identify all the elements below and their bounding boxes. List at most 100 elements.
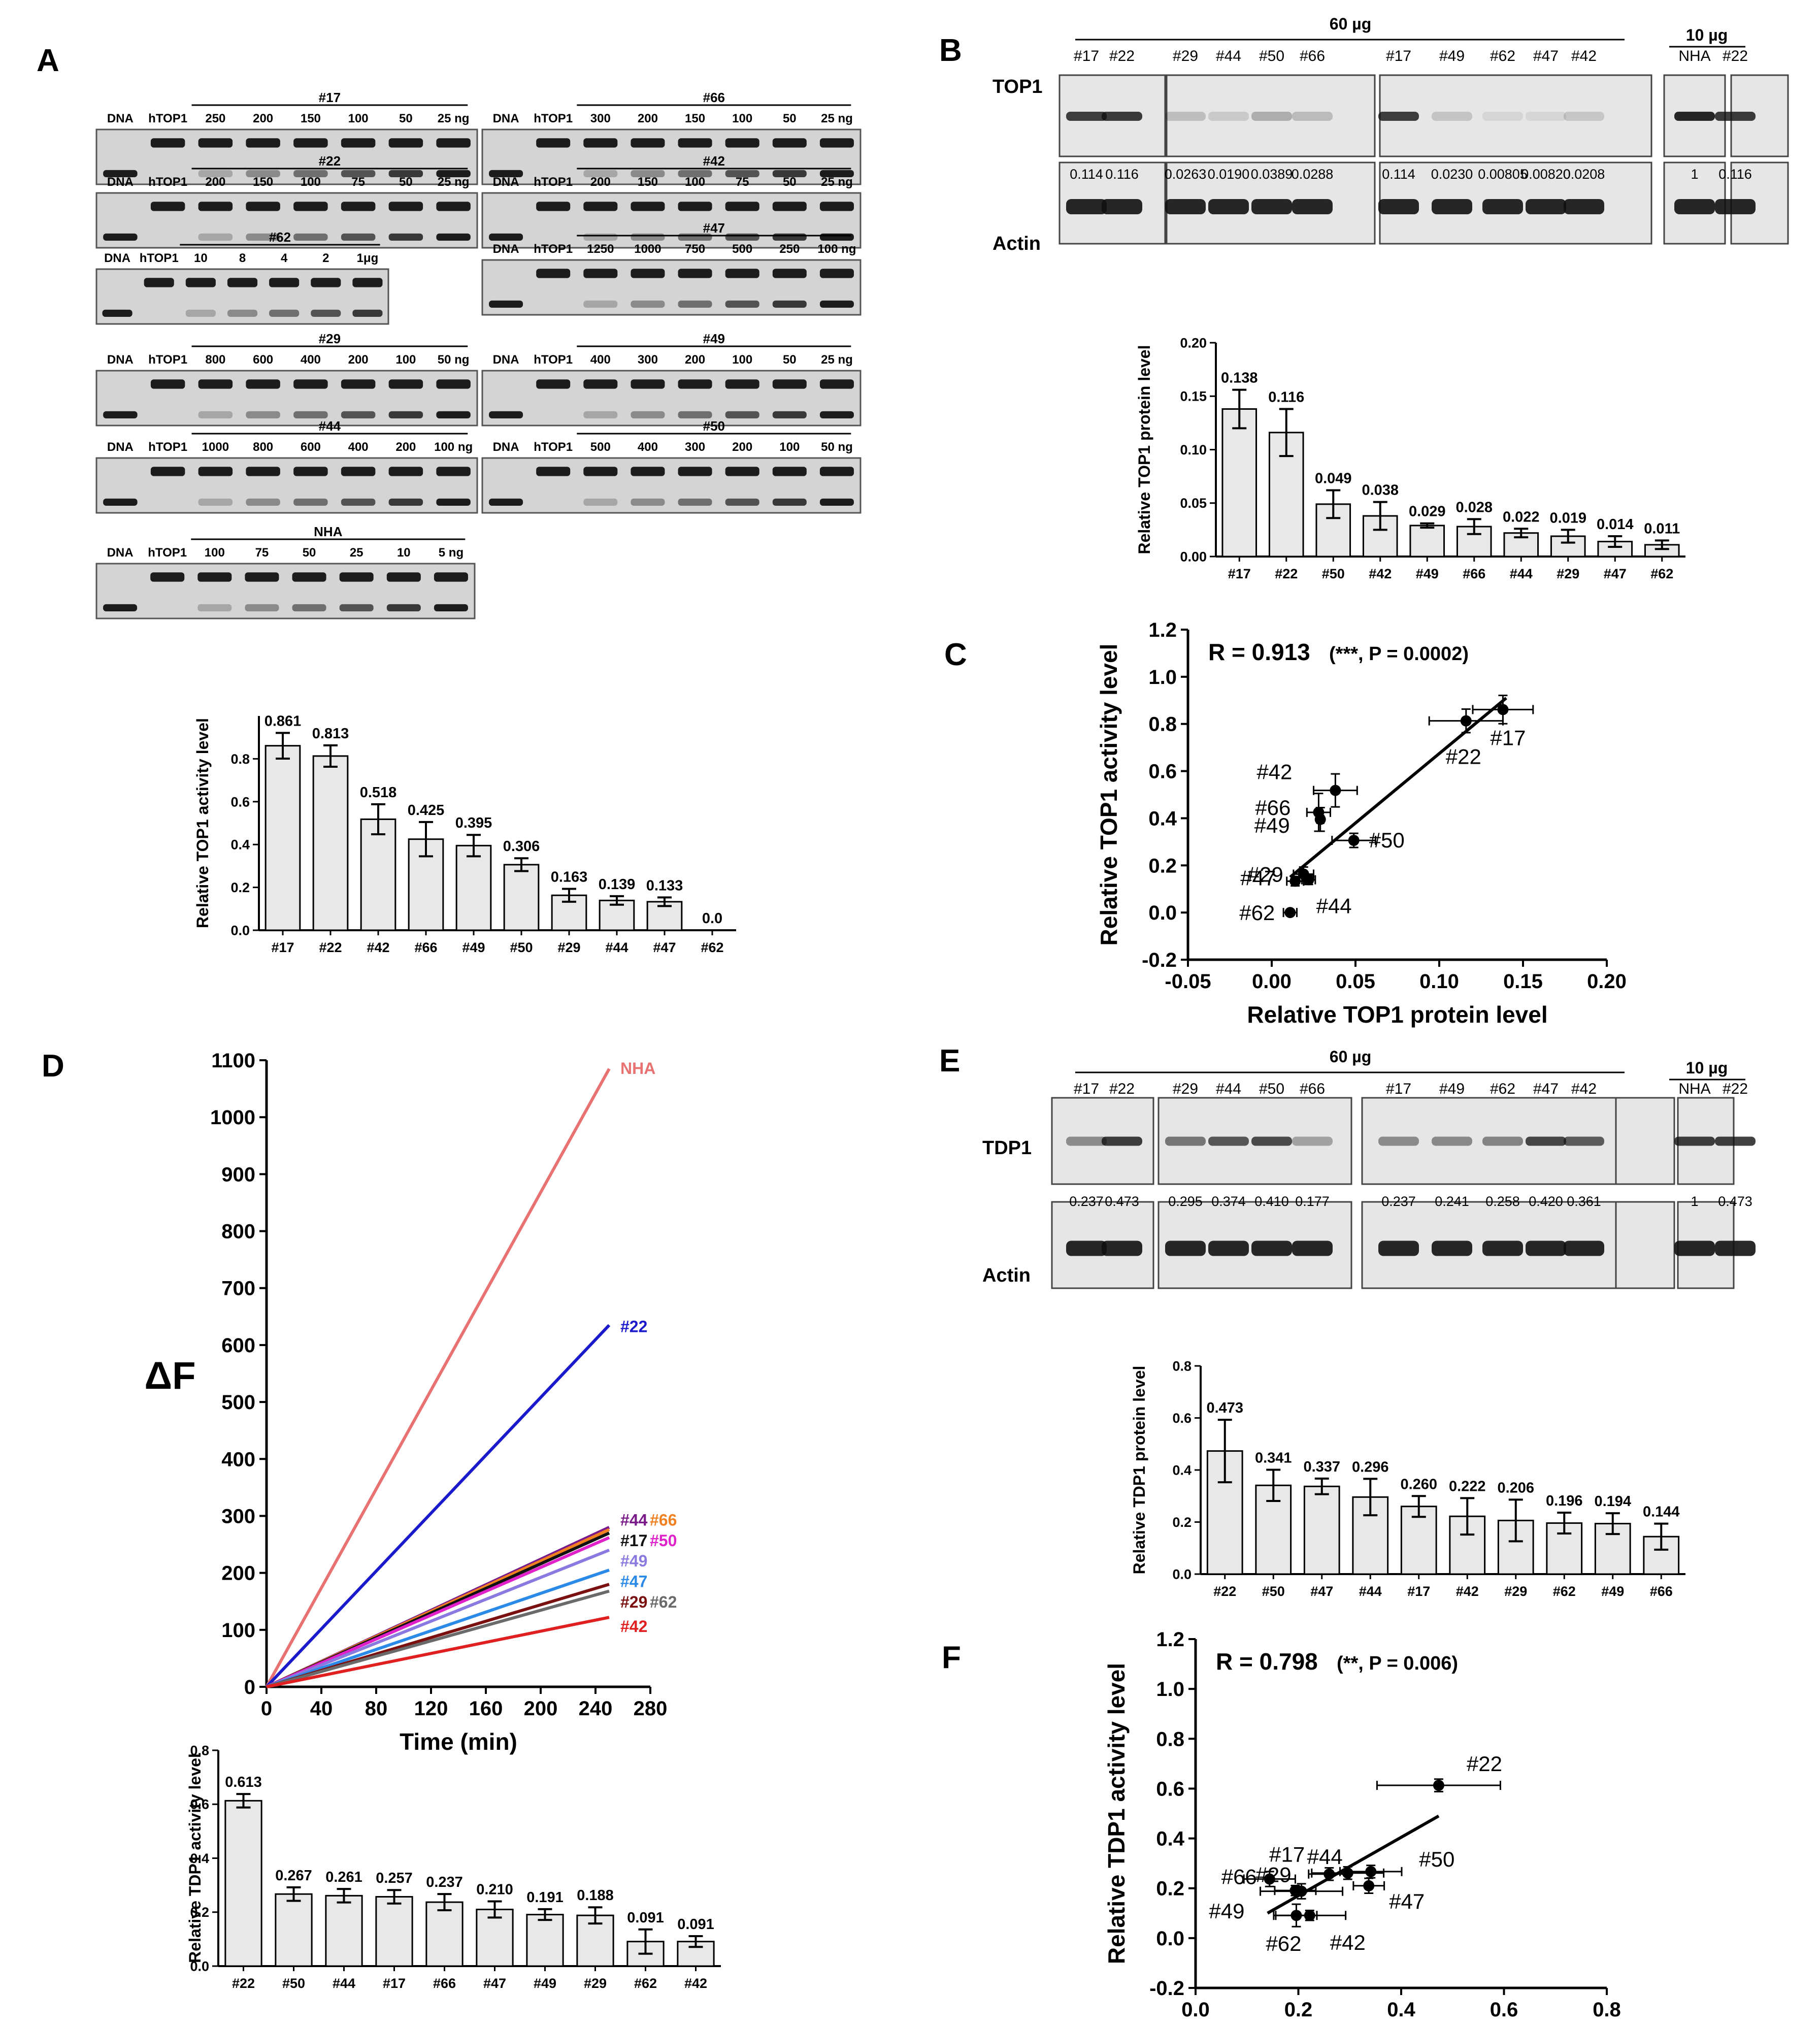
gel-lane-label: 100 xyxy=(732,353,752,367)
data-label: 0.191 xyxy=(526,1889,564,1906)
gel-band xyxy=(269,278,300,287)
gel-lane-label: 100 xyxy=(205,546,225,560)
y-tick-label: 100 xyxy=(221,1619,255,1642)
quant-value: 0.241 xyxy=(1435,1194,1469,1209)
gel-lane-label: 800 xyxy=(205,353,225,367)
gel-lane-label: 1000 xyxy=(202,440,229,454)
y-tick-label: 0.2 xyxy=(1172,1515,1192,1530)
gel-lane-label: DNA xyxy=(107,353,134,367)
data-label: 0.260 xyxy=(1400,1476,1437,1492)
x-tick-label: 0.6 xyxy=(1490,1999,1518,2021)
gel-band xyxy=(388,202,423,211)
x-tick-label: #42 xyxy=(684,1976,707,1991)
gel-band xyxy=(198,467,233,476)
actin-band xyxy=(1251,1240,1292,1256)
x-tick-label: #47 xyxy=(1310,1584,1333,1599)
gel-band xyxy=(292,604,326,611)
gel-sample-name: #44 xyxy=(319,418,341,434)
gel-band xyxy=(246,411,280,418)
gel-lane-label: hTOP1 xyxy=(534,175,573,189)
data-label: 0.144 xyxy=(1643,1504,1680,1520)
gel-lane-label: hTOP1 xyxy=(148,353,187,367)
band xyxy=(1165,1136,1206,1146)
gel-lane-label: 100 xyxy=(685,175,705,189)
band xyxy=(1564,1136,1604,1146)
gel-band xyxy=(144,278,174,287)
bar xyxy=(312,755,349,931)
bar xyxy=(503,864,540,931)
gel-sample-name: #47 xyxy=(703,220,725,236)
y-tick-label: 0.4 xyxy=(230,837,250,853)
gel-band xyxy=(772,379,807,389)
gel-lane-label: 300 xyxy=(638,353,658,367)
x-tick-label: #66 xyxy=(414,940,437,955)
panel-letter-b: B xyxy=(939,33,962,68)
actin-band xyxy=(1526,1240,1566,1256)
lane-label: #66 xyxy=(1300,1081,1325,1097)
gel-band xyxy=(772,233,807,241)
data-label: 0.196 xyxy=(1546,1493,1583,1509)
y-axis-title: Relative TDP1 activity level xyxy=(186,1753,204,1963)
lane-label: #62 xyxy=(1490,48,1515,64)
gel-band xyxy=(725,498,759,506)
actin-band xyxy=(1564,1240,1604,1256)
gel-band xyxy=(772,300,807,308)
actin-band xyxy=(1674,1240,1715,1256)
x-tick-label: 0.00 xyxy=(1252,970,1292,993)
data-label: 0.237 xyxy=(426,1874,463,1890)
gel-band xyxy=(246,138,280,148)
x-tick-label: 0 xyxy=(261,1697,272,1720)
y-tick-label: 1000 xyxy=(210,1106,255,1129)
gel-band xyxy=(631,411,665,418)
band xyxy=(1715,1136,1756,1146)
bar xyxy=(1303,1485,1340,1575)
gel-sample-name: #22 xyxy=(319,153,341,169)
data-point xyxy=(1348,835,1360,846)
quant-value: 1 xyxy=(1691,167,1698,182)
regression-line xyxy=(1267,1814,1440,1915)
gel-lane-label: DNA xyxy=(107,112,134,125)
point-label: #44 xyxy=(1316,894,1352,918)
x-tick-label: 200 xyxy=(524,1697,558,1720)
y-tick-label: 0.0 xyxy=(1172,1566,1192,1582)
lane-label: #22 xyxy=(1109,1081,1135,1097)
band xyxy=(1674,112,1715,121)
actin-band xyxy=(1208,199,1249,214)
band xyxy=(1208,1136,1249,1146)
lane-label: #47 xyxy=(1533,48,1559,64)
band xyxy=(1102,1136,1142,1146)
gel-lane-label: 200 xyxy=(348,353,369,367)
band xyxy=(1292,112,1333,121)
data-label: 0.425 xyxy=(408,802,445,819)
series-legend-label: #42 xyxy=(620,1617,647,1636)
panel-letter-e: E xyxy=(939,1043,960,1079)
band xyxy=(1165,112,1206,121)
row-label: TOP1 xyxy=(992,76,1043,97)
data-label: 0.395 xyxy=(455,815,492,831)
series-legend-label: #47 xyxy=(620,1573,647,1591)
y-tick-label: 0.6 xyxy=(230,794,250,809)
gel-band xyxy=(293,467,328,476)
gel-band xyxy=(678,411,712,418)
gel-lane-label: 2 xyxy=(322,251,329,265)
gel-lane-label: 1μg xyxy=(357,251,379,265)
gel-lane-label: hTOP1 xyxy=(534,440,573,454)
x-tick-label: 0.20 xyxy=(1587,970,1627,993)
band xyxy=(1526,1136,1566,1146)
data-point xyxy=(1365,1866,1377,1877)
actin-band xyxy=(1251,199,1292,214)
y-tick-label: 0.8 xyxy=(1156,1728,1184,1750)
gel-lane-label: 250 xyxy=(205,112,225,125)
data-label: 0.296 xyxy=(1352,1459,1389,1475)
data-label: 0.029 xyxy=(1409,504,1446,520)
gel-band xyxy=(631,467,665,476)
y-tick-label: 0.05 xyxy=(1180,496,1207,511)
x-tick-label: #49 xyxy=(534,1976,556,1991)
y-tick-label: 1.0 xyxy=(1156,1678,1184,1701)
gel-lane-label: 100 xyxy=(348,112,369,125)
series-legend-label: #49 xyxy=(620,1552,647,1570)
band xyxy=(1674,1136,1715,1146)
gel-band xyxy=(436,379,471,389)
quant-value: 0.473 xyxy=(1718,1194,1752,1209)
